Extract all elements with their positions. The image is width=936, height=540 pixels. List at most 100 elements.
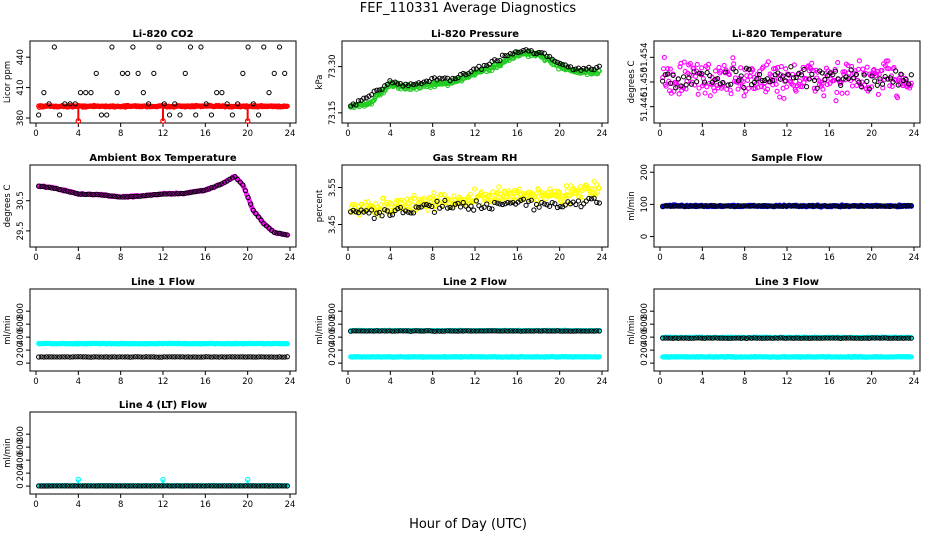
- data-point: [673, 335, 679, 341]
- data-point: [117, 483, 123, 489]
- y-axis-label: degrees C: [3, 185, 13, 228]
- data-point: [696, 85, 702, 91]
- data-point: [276, 483, 283, 489]
- data-point: [439, 328, 445, 334]
- data-point: [890, 79, 896, 85]
- data-point: [242, 188, 249, 194]
- data-point: [232, 173, 238, 180]
- data-point: [219, 181, 225, 187]
- data-point: [712, 77, 718, 83]
- data-point: [455, 75, 461, 81]
- data-point: [562, 328, 568, 334]
- data-point: [180, 354, 186, 360]
- data-point: [279, 231, 285, 237]
- data-point: [735, 86, 741, 92]
- data-point: [824, 72, 831, 79]
- data-point: [88, 483, 94, 489]
- data-point: [384, 208, 390, 214]
- data-point: [893, 68, 899, 74]
- data-point: [780, 73, 786, 79]
- data-point: [834, 89, 840, 96]
- data-point: [437, 75, 443, 81]
- data-point: [271, 70, 277, 76]
- data-point: [798, 203, 804, 209]
- data-point: [64, 188, 71, 194]
- data-point: [138, 354, 144, 360]
- data-point: [36, 354, 42, 360]
- data-point: [675, 203, 681, 209]
- data-point: [221, 483, 228, 489]
- data-point: [511, 194, 517, 200]
- data-point: [153, 483, 160, 489]
- data-point: [156, 44, 162, 50]
- data-point: [36, 483, 42, 489]
- data-point: [895, 82, 901, 88]
- data-point: [707, 73, 713, 79]
- data-point: [422, 197, 428, 203]
- data-point: [376, 87, 383, 93]
- data-point: [216, 182, 222, 188]
- data-point: [439, 192, 445, 198]
- data-point: [248, 354, 254, 360]
- data-point: [489, 328, 495, 334]
- data-point: [447, 328, 453, 334]
- data-point: [838, 203, 844, 209]
- data-point: [237, 179, 243, 185]
- data-point: [754, 335, 760, 341]
- data-point: [214, 354, 220, 360]
- data-point: [588, 66, 595, 72]
- data-point: [250, 354, 256, 360]
- data-point: [712, 88, 718, 94]
- data-point: [908, 203, 914, 209]
- series-avg: [348, 47, 602, 109]
- data-point: [759, 335, 765, 341]
- data-point: [451, 193, 457, 199]
- data-point: [785, 203, 791, 209]
- data-point: [182, 483, 188, 489]
- data-point: [531, 207, 537, 213]
- data-point: [715, 335, 721, 341]
- data-point: [696, 70, 702, 76]
- data-point: [581, 328, 587, 334]
- data-point: [730, 335, 736, 341]
- data-point: [104, 112, 110, 118]
- data-point: [749, 335, 755, 341]
- data-point: [696, 335, 702, 341]
- data-point: [505, 200, 511, 206]
- data-point: [185, 483, 191, 489]
- data-point: [362, 199, 368, 205]
- data-point: [271, 354, 277, 360]
- data-point: [284, 341, 290, 347]
- y-tick-label: 400: [328, 329, 338, 345]
- data-point: [284, 354, 290, 360]
- data-point: [675, 76, 681, 82]
- x-tick-label: 8: [118, 129, 123, 139]
- data-point: [743, 335, 750, 341]
- data-point: [460, 199, 466, 206]
- data-point: [783, 66, 789, 72]
- x-axis-caption: Hour of Day (UTC): [409, 517, 527, 532]
- x-tick-label: 4: [76, 500, 81, 510]
- data-point: [83, 354, 89, 360]
- data-point: [811, 77, 818, 84]
- data-point: [67, 483, 73, 489]
- x-tick-label: 24: [597, 129, 608, 139]
- data-point: [200, 483, 207, 489]
- panel-title: Line 3 Flow: [755, 277, 819, 288]
- data-point: [269, 354, 275, 360]
- data-point: [588, 196, 595, 202]
- data-point: [704, 335, 710, 341]
- data-point: [552, 328, 558, 334]
- data-point: [707, 335, 713, 341]
- data-point: [725, 203, 731, 209]
- data-point: [885, 203, 891, 209]
- data-point: [663, 83, 669, 89]
- data-point: [851, 335, 857, 341]
- data-point: [720, 335, 726, 341]
- y-tick-label: 0: [640, 234, 650, 239]
- series-avg: [660, 335, 914, 341]
- data-point: [783, 203, 789, 209]
- data-point: [735, 335, 742, 341]
- data-point: [187, 483, 194, 489]
- data-point: [887, 203, 894, 209]
